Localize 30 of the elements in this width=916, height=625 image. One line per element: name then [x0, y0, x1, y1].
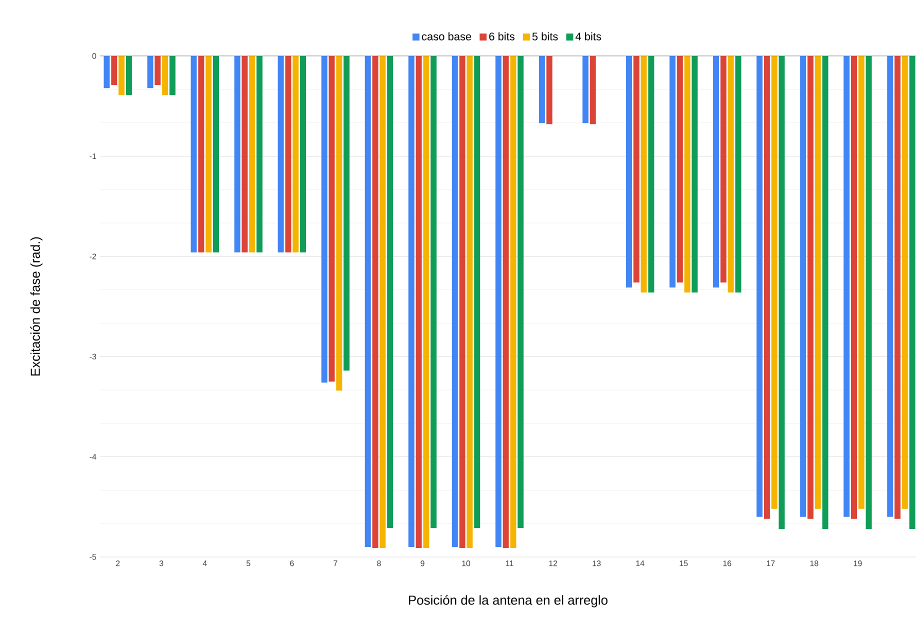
y-tick-label: -1 [90, 153, 96, 159]
x-tick-label: 4 [202, 560, 207, 566]
y-tick-label: -5 [90, 554, 96, 560]
y-tick-label: -2 [90, 254, 96, 260]
x-tick-label: 13 [592, 560, 601, 566]
x-tick-label: 14 [636, 560, 644, 566]
x-tick-label: 11 [506, 560, 514, 566]
x-tick-label: 15 [680, 560, 688, 566]
x-tick-label: 16 [723, 560, 732, 566]
x-tick-label: 7 [334, 560, 338, 566]
y-axis-title: Excitación de fase (rad.) [30, 237, 42, 376]
x-axis-title: Posición de la antena en el arreglo [408, 595, 608, 608]
legend-label: caso base [422, 32, 472, 40]
x-tick-label: 12 [549, 560, 558, 566]
x-tick-label: 17 [766, 560, 775, 566]
x-tick-label: 6 [290, 560, 294, 566]
x-tick-label: 9 [420, 560, 424, 566]
y-tick-label: 0 [92, 53, 96, 59]
x-tick-label: 10 [462, 560, 470, 566]
y-tick-label: -4 [90, 454, 96, 460]
x-tick-label: 5 [246, 560, 250, 566]
x-tick-label: 19 [854, 560, 862, 566]
x-tick-label: 8 [377, 560, 381, 566]
legend-label: 4 bits [575, 32, 602, 40]
x-tick-label: 18 [810, 560, 818, 566]
x-tick-label: 3 [159, 560, 164, 566]
legend-label: 6 bits [489, 32, 515, 40]
x-tick-label: 2 [116, 560, 120, 566]
legend-label: 5 bits [532, 32, 558, 40]
y-tick-label: -3 [90, 354, 96, 360]
